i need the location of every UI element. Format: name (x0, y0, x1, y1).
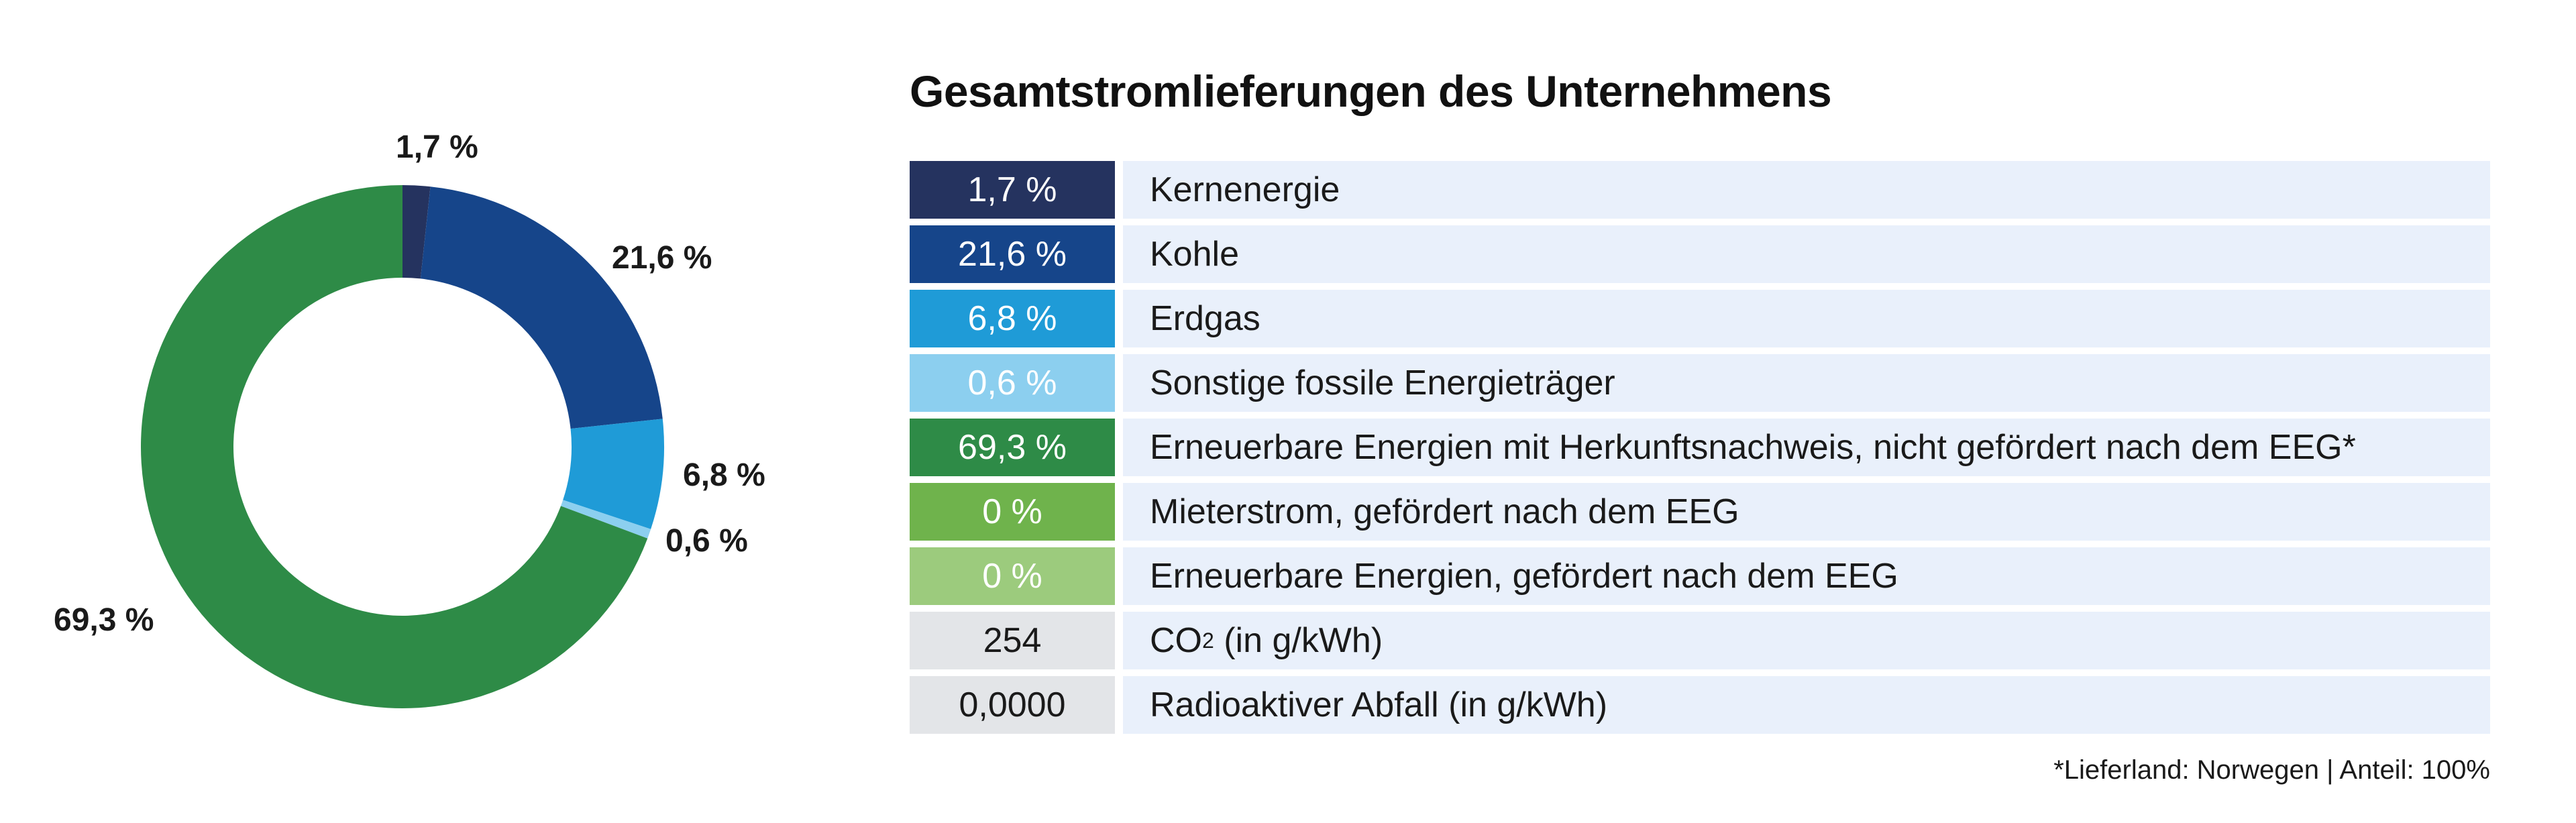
donut-slice-0 (402, 185, 431, 279)
slice-label-sonstige-fossile: 0,6 % (665, 523, 748, 559)
legend-row-erneuerbare-eeg: 0 % Erneuerbare Energien, gefördert nach… (910, 547, 2490, 605)
co2-unit: (in g/kWh) (1214, 621, 1383, 660)
legend-row-sonstige-fossile: 0,6 % Sonstige fossile Energieträger (910, 354, 2490, 412)
legend-value-sonstige-fossile: 0,6 % (910, 354, 1115, 412)
donut-slice-4 (140, 185, 648, 708)
slice-label-erneuerbare: 69,3 % (54, 602, 154, 638)
legend-value-radioaktiv: 0,0000 (910, 676, 1115, 734)
legend-row-mieterstrom: 0 % Mieterstrom, gefördert nach dem EEG (910, 483, 2490, 541)
co2-main: CO (1150, 621, 1202, 660)
slice-label-kernenergie: 1,7 % (396, 129, 478, 165)
legend-value-erneuerbare: 69,3 % (910, 419, 1115, 476)
legend-table: 1,7 % Kernenergie 21,6 % Kohle 6,8 % Erd… (910, 161, 2490, 740)
legend-label-mieterstrom: Mieterstrom, gefördert nach dem EEG (1123, 483, 2490, 541)
slice-label-kohle: 21,6 % (612, 240, 712, 276)
legend-label-erneuerbare: Erneuerbare Energien mit Herkunftsnachwe… (1123, 419, 2490, 476)
legend-row-erneuerbare: 69,3 % Erneuerbare Energien mit Herkunft… (910, 419, 2490, 476)
legend-value-erneuerbare-eeg: 0 % (910, 547, 1115, 605)
co2-subscript: 2 (1202, 628, 1214, 653)
legend-row-erdgas: 6,8 % Erdgas (910, 290, 2490, 347)
legend-label-co2: CO 2 (in g/kWh) (1123, 612, 2490, 669)
legend-label-kernenergie: Kernenergie (1123, 161, 2490, 219)
legend-row-radioaktiv: 0,0000 Radioaktiver Abfall (in g/kWh) (910, 676, 2490, 734)
legend-label-erneuerbare-eeg: Erneuerbare Energien, gefördert nach dem… (1123, 547, 2490, 605)
legend-value-kohle: 21,6 % (910, 225, 1115, 283)
legend-value-kernenergie: 1,7 % (910, 161, 1115, 219)
donut-slice-2 (563, 419, 664, 529)
legend-label-kohle: Kohle (1123, 225, 2490, 283)
donut-chart: 1,7 % 21,6 % 6,8 % 0,6 % 69,3 % (54, 129, 765, 708)
legend-row-kohle: 21,6 % Kohle (910, 225, 2490, 283)
legend-row-co2: 254 CO 2 (in g/kWh) (910, 612, 2490, 669)
donut-slice-1 (420, 186, 663, 429)
legend-row-kernenergie: 1,7 % Kernenergie (910, 161, 2490, 219)
legend-value-co2: 254 (910, 612, 1115, 669)
legend-label-sonstige-fossile: Sonstige fossile Energieträger (1123, 354, 2490, 412)
donut-slice-3 (561, 500, 651, 539)
footnote: *Lieferland: Norwegen | Anteil: 100% (2053, 755, 2490, 785)
legend-value-mieterstrom: 0 % (910, 483, 1115, 541)
chart-title: Gesamtstromlieferungen des Unternehmens (910, 66, 1832, 116)
legend-value-erdgas: 6,8 % (910, 290, 1115, 347)
legend-label-erdgas: Erdgas (1123, 290, 2490, 347)
slice-label-erdgas: 6,8 % (683, 457, 765, 493)
legend-label-radioaktiv: Radioaktiver Abfall (in g/kWh) (1123, 676, 2490, 734)
